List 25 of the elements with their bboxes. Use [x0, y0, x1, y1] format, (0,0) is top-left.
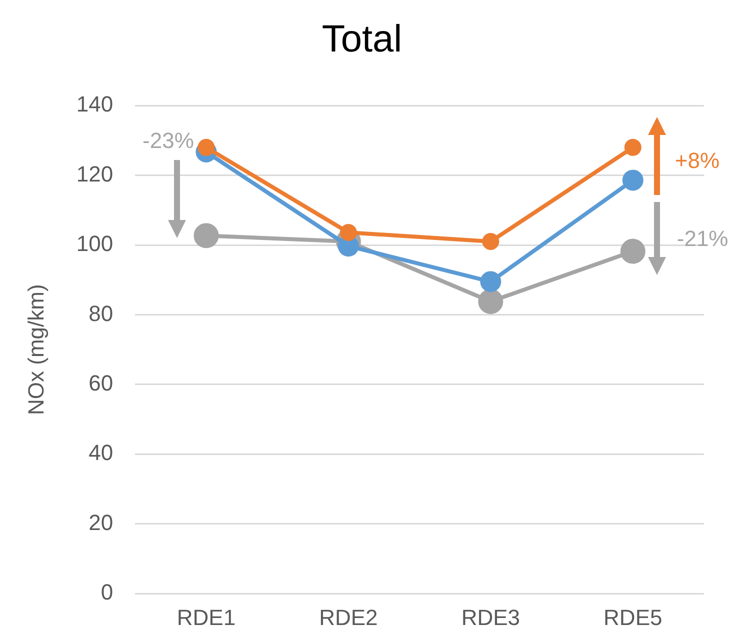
chart-title: Total	[322, 18, 402, 60]
y-axis-title: NOx (mg/km)	[23, 284, 48, 415]
annotation: -23%	[142, 128, 194, 154]
point	[482, 233, 500, 250]
annotation: -21%	[676, 226, 728, 252]
y-tick-label: 140	[76, 92, 114, 117]
y-tick-label: 100	[76, 231, 114, 256]
x-tick-label: RDE2	[319, 604, 378, 630]
annotation: +8%	[674, 148, 720, 174]
y-tick-label: 0	[100, 580, 114, 605]
point	[624, 138, 642, 156]
point	[480, 271, 502, 292]
point	[194, 223, 219, 248]
point	[620, 238, 646, 264]
x-tick-label: RDE5	[604, 604, 662, 630]
point	[198, 138, 215, 156]
point	[478, 288, 504, 314]
y-tick-label: 120	[76, 161, 114, 186]
x-tick-label: RDE1	[176, 604, 236, 630]
y-tick-label: 40	[88, 440, 114, 466]
point	[622, 170, 644, 191]
y-tick-label: 80	[88, 300, 114, 326]
x-tick-label: RDE3	[461, 604, 520, 630]
y-tick-label: 60	[88, 370, 114, 396]
y-tick-label: 20	[88, 510, 114, 535]
